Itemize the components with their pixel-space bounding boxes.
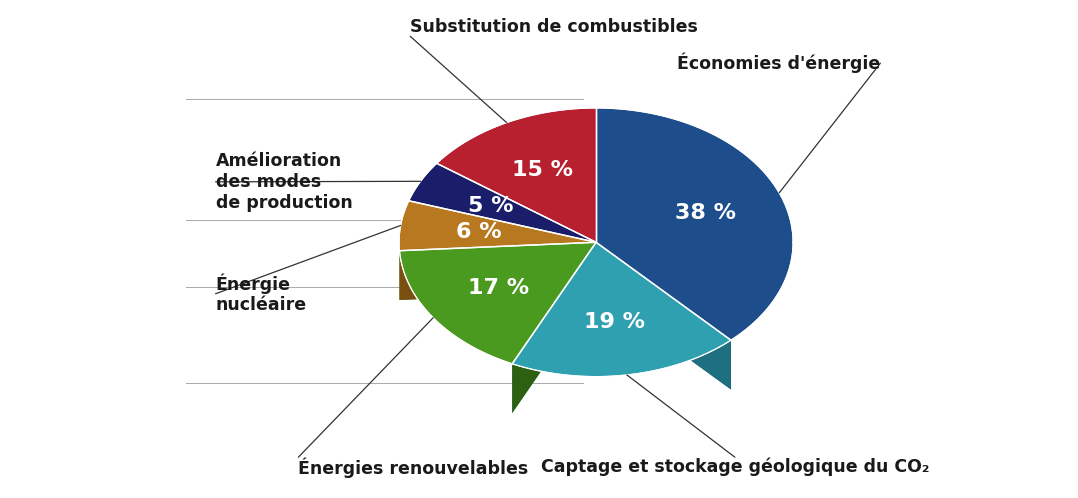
Text: Économies d'énergie: Économies d'énergie: [677, 53, 881, 74]
Polygon shape: [437, 108, 596, 243]
Polygon shape: [596, 243, 731, 389]
Text: Substitution de combustibles: Substitution de combustibles: [411, 18, 699, 36]
Polygon shape: [400, 243, 596, 300]
Polygon shape: [512, 243, 731, 376]
Text: 17 %: 17 %: [468, 277, 529, 298]
Text: 38 %: 38 %: [676, 203, 736, 223]
Polygon shape: [399, 201, 596, 250]
Text: 15 %: 15 %: [512, 160, 572, 180]
Text: Captage et stockage géologique du CO₂: Captage et stockage géologique du CO₂: [540, 457, 929, 476]
Text: Énergies renouvelables: Énergies renouvelables: [299, 457, 528, 478]
Polygon shape: [512, 243, 596, 413]
Text: 6 %: 6 %: [456, 222, 501, 242]
Polygon shape: [409, 163, 596, 243]
Polygon shape: [596, 243, 731, 389]
Polygon shape: [400, 243, 596, 364]
Text: 19 %: 19 %: [584, 312, 645, 332]
Polygon shape: [400, 243, 596, 300]
Text: Énergie
nucléaire: Énergie nucléaire: [216, 273, 306, 314]
Text: Amélioration
des modes
de production: Amélioration des modes de production: [216, 152, 353, 212]
Polygon shape: [596, 108, 793, 340]
Polygon shape: [512, 243, 596, 413]
Text: 5 %: 5 %: [468, 196, 513, 216]
